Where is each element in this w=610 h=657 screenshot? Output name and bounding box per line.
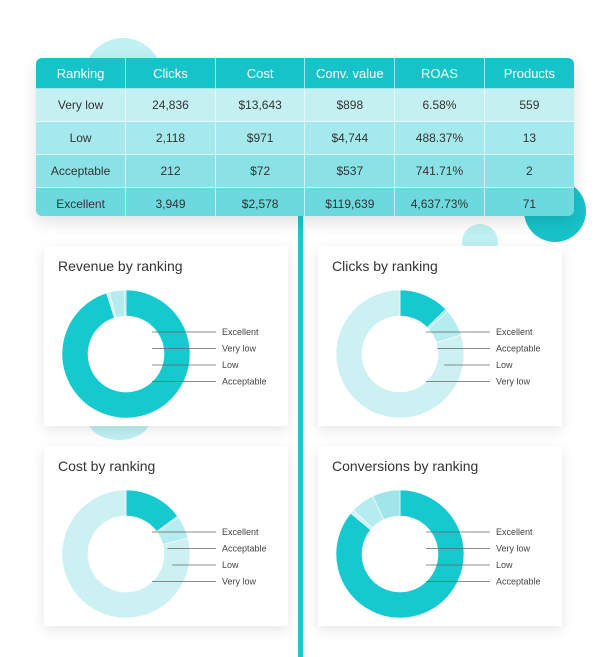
table-cell: $971: [215, 121, 306, 155]
slice-label: Low: [496, 560, 513, 570]
slice-label: Very low: [496, 377, 531, 387]
table-cell: 559: [484, 88, 574, 122]
table-cell: $13,643: [215, 88, 306, 122]
slice-very-low: [61, 489, 191, 619]
table-cell: 3,949: [125, 187, 216, 216]
revenue-chart-card: Revenue by ranking Excellent Very low Low A…: [44, 246, 288, 426]
ranking-table-card: Ranking Clicks Cost Conv. value ROAS Pro…: [36, 58, 574, 216]
conversions-donut-chart: Excellent Very low Low Acceptable: [335, 489, 541, 619]
chart-title: Revenue by ranking: [58, 258, 183, 274]
table-cell: $2,578: [215, 187, 306, 216]
table-cell: $119,639: [304, 187, 396, 216]
slice-label: Low: [496, 360, 513, 370]
slice-label: Very low: [222, 344, 257, 354]
chart-title: Cost by ranking: [58, 458, 156, 474]
slice-label: Acceptable: [496, 577, 541, 587]
table-row: Excellent 3,949 $2,578 $119,639 4,637.73…: [36, 187, 574, 216]
cost-chart-card: Cost by ranking Excellent Acceptable Low Ve…: [44, 446, 288, 626]
slice-excellent: [61, 289, 191, 419]
table-cell: Low: [36, 121, 127, 155]
table-row: Very low 24,836 $13,643 $898 6.58% 559: [36, 88, 574, 122]
column-header: Cost: [215, 58, 306, 89]
slice-excellent: [335, 489, 465, 619]
slice-very-low: [335, 289, 465, 419]
slice-label: Excellent: [496, 327, 533, 337]
table-cell: Excellent: [36, 187, 127, 216]
table-cell: 71: [484, 187, 574, 216]
table-cell: Very low: [36, 88, 127, 122]
conversions-chart-card: Conversions by ranking Excellent Very low…: [318, 446, 562, 626]
column-header: ROAS: [394, 58, 485, 89]
table-cell: 2: [484, 154, 574, 188]
table-cell: 6.58%: [394, 88, 485, 122]
slice-label: Excellent: [222, 327, 259, 337]
slice-acceptable: [372, 489, 401, 521]
cost-donut-chart: Excellent Acceptable Low Very low: [61, 489, 267, 619]
slice-label: Acceptable: [222, 377, 267, 387]
column-header: Ranking: [36, 58, 127, 89]
table-cell: 13: [484, 121, 574, 155]
slice-acceptable: [123, 289, 127, 317]
table-cell: 741.71%: [394, 154, 485, 188]
clicks-donut-chart: Excellent Acceptable Low Very low: [335, 289, 541, 419]
ranking-table: Ranking Clicks Cost Conv. value ROAS Pro…: [36, 58, 574, 216]
table-cell: 2,118: [125, 121, 216, 155]
slice-label: Low: [222, 560, 239, 570]
divider-line: [298, 216, 303, 657]
clicks-chart-card: Clicks by ranking Excellent Acceptable Low…: [318, 246, 562, 426]
table-row: Low 2,118 $971 $4,744 488.37% 13: [36, 121, 574, 155]
revenue-donut-chart: Excellent Very low Low Acceptable: [61, 289, 267, 419]
table-cell: 488.37%: [394, 121, 485, 155]
table-cell: $898: [304, 88, 396, 122]
table-header-row: Ranking Clicks Cost Conv. value ROAS Pro…: [36, 58, 574, 89]
table-cell: 4,637.73%: [394, 187, 485, 216]
slice-label: Acceptable: [222, 544, 267, 554]
table-cell: 212: [125, 154, 216, 188]
slice-label: Low: [222, 360, 239, 370]
table-row: Acceptable 212 $72 $537 741.71% 2: [36, 154, 574, 188]
column-header: Clicks: [125, 58, 216, 89]
column-header: Conv. value: [304, 58, 396, 89]
slice-label: Very low: [496, 544, 531, 554]
chart-title: Clicks by ranking: [332, 258, 438, 274]
table-cell: $537: [304, 154, 396, 188]
table-cell: $72: [215, 154, 306, 188]
slice-label: Excellent: [222, 527, 259, 537]
table-cell: $4,744: [304, 121, 396, 155]
chart-title: Conversions by ranking: [332, 458, 479, 474]
slice-label: Excellent: [496, 527, 533, 537]
slice-label: Acceptable: [496, 344, 541, 354]
table-cell: 24,836: [125, 88, 216, 122]
table-cell: Acceptable: [36, 154, 127, 188]
column-header: Products: [484, 58, 574, 89]
slice-label: Very low: [222, 577, 257, 587]
